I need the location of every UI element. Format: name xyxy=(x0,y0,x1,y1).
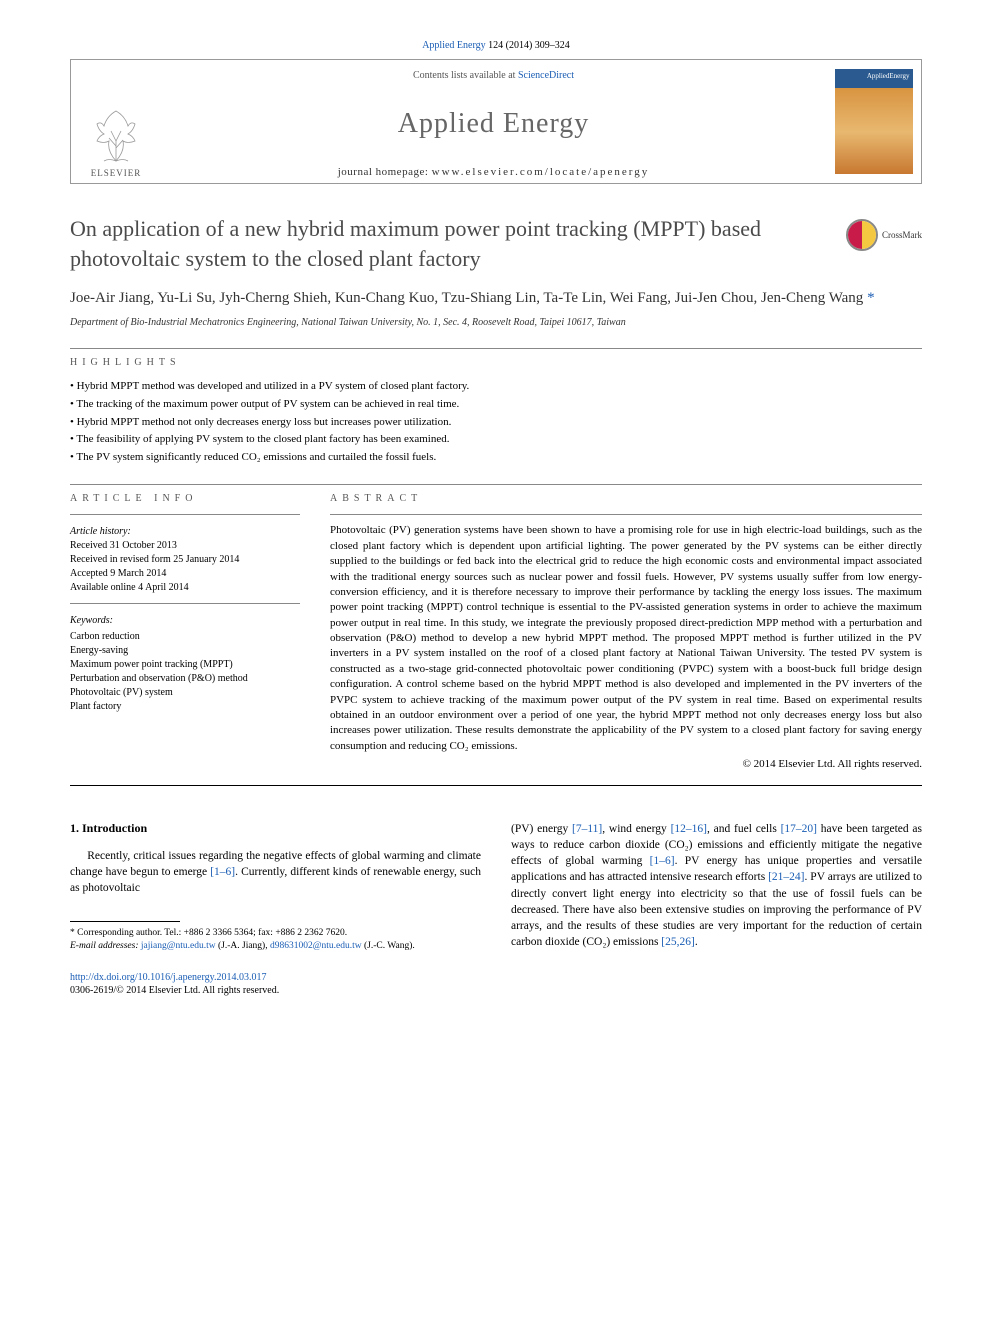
crossmark-badge[interactable]: CrossMark xyxy=(846,219,922,251)
rule-thick xyxy=(70,785,922,786)
history-item: Received 31 October 2013 xyxy=(70,539,300,553)
crossmark-label: CrossMark xyxy=(882,230,922,240)
highlight-item: Hybrid MPPT method not only decreases en… xyxy=(70,414,922,432)
keywords-heading: Keywords: xyxy=(70,614,300,628)
article-info-label: ARTICLE INFO xyxy=(70,493,300,504)
text-run: , wind energy xyxy=(602,823,670,835)
email-link[interactable]: d98631002@ntu.edu.tw xyxy=(270,941,362,951)
doi-link[interactable]: http://dx.doi.org/10.1016/j.apenergy.201… xyxy=(70,972,266,983)
abstract-label: ABSTRACT xyxy=(330,493,922,504)
article-info-col: ARTICLE INFO Article history: Received 3… xyxy=(70,493,300,770)
history-item: Available online 4 April 2014 xyxy=(70,581,300,595)
homepage-prefix: journal homepage: xyxy=(338,166,432,178)
keyword-item: Energy-saving xyxy=(70,644,300,658)
intro-heading: 1. Introduction xyxy=(70,821,481,836)
intro-para-2: (PV) energy [7–11], wind energy [12–16],… xyxy=(511,821,922,950)
keywords-block: Keywords: Carbon reduction Energy-saving… xyxy=(70,614,300,714)
header-center: Contents lists available at ScienceDirec… xyxy=(161,60,826,183)
rule-2 xyxy=(70,484,922,485)
keywords-list: Carbon reduction Energy-saving Maximum p… xyxy=(70,630,300,714)
corresponding-footnote: * Corresponding author. Tel.: +886 2 336… xyxy=(70,927,481,953)
elsevier-logo[interactable]: ELSEVIER xyxy=(79,88,154,178)
email-link[interactable]: jajiang@ntu.edu.tw xyxy=(141,941,216,951)
body-columns: 1. Introduction Recently, critical issue… xyxy=(70,821,922,997)
keyword-item: Plant factory xyxy=(70,700,300,714)
journal-name: Applied Energy xyxy=(161,108,826,140)
email-label: E-mail addresses: xyxy=(70,941,141,951)
ref-link[interactable]: [21–24] xyxy=(768,871,804,883)
abstract-col: ABSTRACT Photovoltaic (PV) generation sy… xyxy=(330,493,922,770)
ref-link[interactable]: [7–11] xyxy=(572,823,602,835)
rule-info-mid xyxy=(70,603,300,604)
text-run: . xyxy=(695,936,698,948)
highlights-label: HIGHLIGHTS xyxy=(70,357,922,368)
rule-info-top xyxy=(70,514,300,515)
footnote-emails: E-mail addresses: jajiang@ntu.edu.tw (J.… xyxy=(70,940,481,953)
citation-ref: 124 (2014) 309–324 xyxy=(486,40,570,51)
crossmark-icon xyxy=(846,219,878,251)
cover-cell xyxy=(826,60,921,183)
journal-homepage: journal homepage: www.elsevier.com/locat… xyxy=(161,166,826,178)
history-item: Accepted 9 March 2014 xyxy=(70,567,300,581)
ref-link[interactable]: [1–6] xyxy=(210,866,235,878)
ref-link[interactable]: [12–16] xyxy=(671,823,707,835)
issn-copyright: 0306-2619/© 2014 Elsevier Ltd. All right… xyxy=(70,984,481,997)
publisher-logo-cell: ELSEVIER xyxy=(71,60,161,183)
body-col-right: (PV) energy [7–11], wind energy [12–16],… xyxy=(511,821,922,997)
history-heading: Article history: xyxy=(70,525,300,539)
body-col-left: 1. Introduction Recently, critical issue… xyxy=(70,821,481,997)
keyword-item: Carbon reduction xyxy=(70,630,300,644)
homepage-url[interactable]: www.elsevier.com/locate/apenergy xyxy=(432,166,650,178)
journal-header-box: ELSEVIER Contents lists available at Sci… xyxy=(70,59,922,184)
corresponding-mark: * xyxy=(867,290,875,306)
highlights-list: Hybrid MPPT method was developed and uti… xyxy=(70,378,922,466)
text-run: , and fuel cells xyxy=(707,823,781,835)
abstract-text: Photovoltaic (PV) generation systems hav… xyxy=(330,523,922,754)
highlight-item: Hybrid MPPT method was developed and uti… xyxy=(70,378,922,396)
footnote-corr: * Corresponding author. Tel.: +886 2 336… xyxy=(70,927,481,940)
highlight-item: The tracking of the maximum power output… xyxy=(70,396,922,414)
elsevier-tree-icon xyxy=(89,106,144,166)
article-title: On application of a new hybrid maximum p… xyxy=(70,214,826,273)
article-history: Article history: Received 31 October 201… xyxy=(70,525,300,595)
doi-block: http://dx.doi.org/10.1016/j.apenergy.201… xyxy=(70,971,481,997)
history-item: Received in revised form 25 January 2014 xyxy=(70,553,300,567)
journal-cover-thumb[interactable] xyxy=(835,69,913,174)
citation-journal-link[interactable]: Applied Energy xyxy=(422,40,485,51)
keyword-item: Photovoltaic (PV) system xyxy=(70,686,300,700)
footnote-rule xyxy=(70,921,180,922)
ref-link[interactable]: [17–20] xyxy=(781,823,817,835)
elsevier-label: ELSEVIER xyxy=(91,168,142,178)
sciencedirect-link[interactable]: ScienceDirect xyxy=(518,70,574,81)
email-who: (J.-C. Wang). xyxy=(362,941,415,951)
highlight-item: The PV system significantly reduced CO₂ … xyxy=(70,449,922,467)
info-abstract-row: ARTICLE INFO Article history: Received 3… xyxy=(70,493,922,770)
keyword-item: Perturbation and observation (P&O) metho… xyxy=(70,672,300,686)
intro-para-1: Recently, critical issues regarding the … xyxy=(70,848,481,896)
authors-line: Joe-Air Jiang, Yu-Li Su, Jyh-Cherng Shie… xyxy=(70,288,922,309)
rule-1 xyxy=(70,348,922,349)
affiliation: Department of Bio-Industrial Mechatronic… xyxy=(70,317,922,328)
email-who: (J.-A. Jiang), xyxy=(216,941,270,951)
copyright-line: © 2014 Elsevier Ltd. All rights reserved… xyxy=(330,758,922,770)
authors-names: Joe-Air Jiang, Yu-Li Su, Jyh-Cherng Shie… xyxy=(70,290,863,306)
keyword-item: Maximum power point tracking (MPPT) xyxy=(70,658,300,672)
title-row: On application of a new hybrid maximum p… xyxy=(70,214,922,273)
rule-abs-top xyxy=(330,514,922,515)
highlight-item: The feasibility of applying PV system to… xyxy=(70,431,922,449)
top-citation: Applied Energy 124 (2014) 309–324 xyxy=(70,40,922,51)
text-run: (PV) energy xyxy=(511,823,572,835)
ref-link[interactable]: [1–6] xyxy=(650,855,675,867)
ref-link[interactable]: [25,26] xyxy=(661,936,695,948)
contents-lists-line: Contents lists available at ScienceDirec… xyxy=(161,70,826,81)
contents-prefix: Contents lists available at xyxy=(413,70,518,81)
